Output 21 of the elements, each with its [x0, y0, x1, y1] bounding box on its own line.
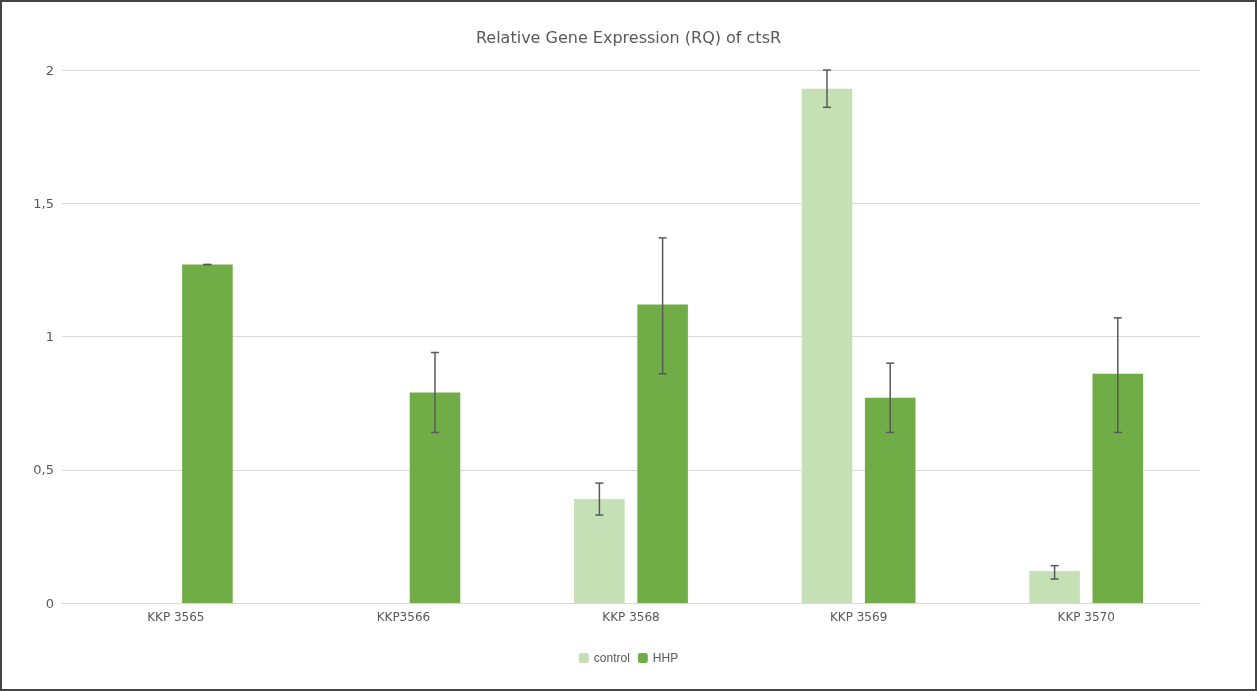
x-tick-label: KKP 3565: [147, 610, 205, 624]
y-tick-label: 0,5: [33, 462, 54, 478]
y-tick-label: 1: [45, 329, 54, 344]
x-tick-label: KKP 3568: [602, 610, 660, 624]
bar: [182, 264, 233, 603]
bar: [409, 392, 461, 603]
bar: [1029, 571, 1080, 603]
bar: [637, 304, 688, 603]
chart-title: Relative Gene Expression (RQ) of ctsR: [475, 27, 782, 47]
y-tick-label: 2: [45, 62, 54, 78]
y-tick-label: 0: [45, 595, 54, 611]
bar: [574, 499, 625, 603]
bar: [1092, 373, 1144, 603]
x-tick-label: KKP 3569: [829, 610, 888, 624]
legend-label: control: [593, 651, 630, 665]
bar: [864, 397, 916, 603]
x-tick-label: KKP 3570: [1057, 610, 1115, 624]
y-tick-label: 1,5: [33, 195, 54, 211]
bar: [801, 88, 853, 603]
legend-label: HHP: [652, 651, 679, 665]
x-tick-label: KKP3566: [376, 610, 431, 624]
